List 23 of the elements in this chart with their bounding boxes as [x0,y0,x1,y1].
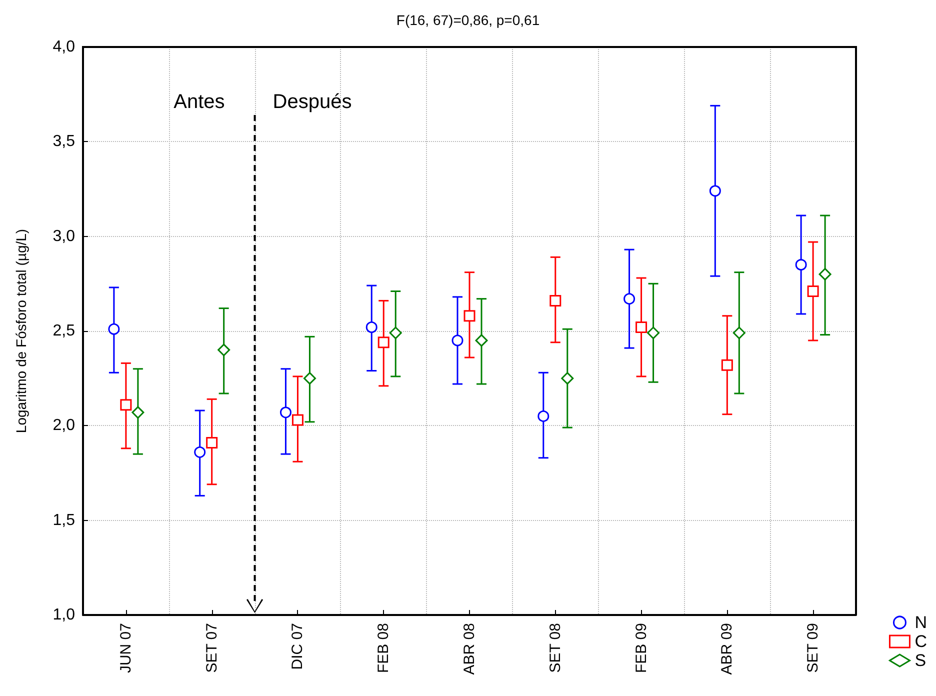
annotation: Después [272,91,352,113]
legend-label: C [914,632,928,651]
y-tick-label: 3,5 [52,133,76,150]
chart-title: F(16, 67)=0,86, p=0,61 [396,12,540,28]
y-tick-label: 4,0 [52,38,76,56]
y-tick-label: 2,0 [52,417,76,434]
legend-label: S [914,651,926,670]
y-axis-title: Logaritmo de Fósforo total (µg/L) [13,228,29,434]
y-tick-label: 1,5 [52,512,76,529]
annotation: Antes [174,91,225,113]
x-tick-label: ABR 08 [461,623,478,675]
x-tick-label: ABR 09 [718,623,736,675]
x-tick-label: FEB 08 [375,623,392,674]
x-tick-label: SET 09 [804,623,822,673]
legend-label: N [914,613,928,632]
x-tick-label: FEB 09 [632,623,650,674]
y-tick-label: 1,0 [52,606,76,624]
x-tick-label: JUN 07 [117,623,134,674]
y-tick-label: 2,5 [52,322,76,340]
x-tick-label: SET 07 [203,623,220,673]
x-tick-label: SET 08 [546,623,564,673]
y-tick-label: 3,0 [52,228,76,245]
x-tick-label: DIC 07 [289,623,306,670]
